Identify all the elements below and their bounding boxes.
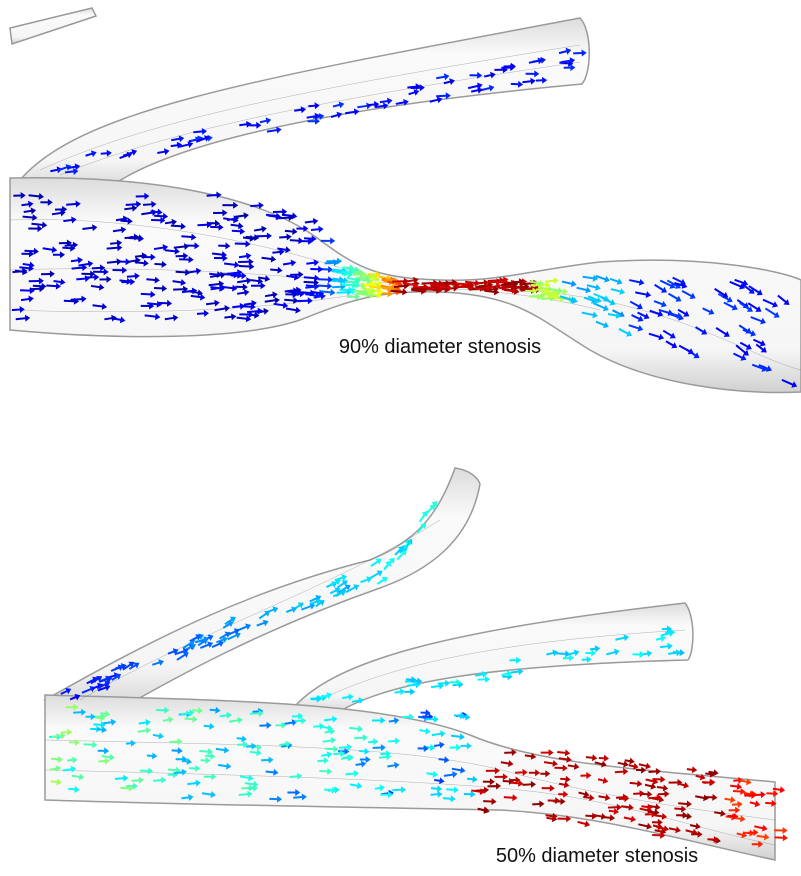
arrow <box>774 827 788 834</box>
arrow <box>639 763 651 770</box>
arrow <box>305 218 319 225</box>
arrow <box>586 754 597 761</box>
vessel-branch <box>20 18 589 195</box>
caption: 50% diameter stenosis <box>496 845 698 867</box>
caption: 90% diameter stenosis <box>339 336 541 358</box>
figure: 90% diameter stenosis 50% diameter steno… <box>0 0 801 876</box>
arrow <box>541 749 554 756</box>
arrow <box>311 226 324 233</box>
arrow <box>687 766 697 773</box>
arrow <box>599 755 609 762</box>
vessel <box>10 8 96 44</box>
vessel-branch <box>290 603 693 718</box>
panel-bottom: 50% diameter stenosis <box>45 468 788 867</box>
panel-top: 90% diameter stenosis <box>10 8 801 393</box>
arrow <box>775 834 788 841</box>
arrow <box>557 749 570 756</box>
arrow <box>405 688 416 695</box>
arrow <box>419 511 427 523</box>
arrow <box>577 821 590 828</box>
